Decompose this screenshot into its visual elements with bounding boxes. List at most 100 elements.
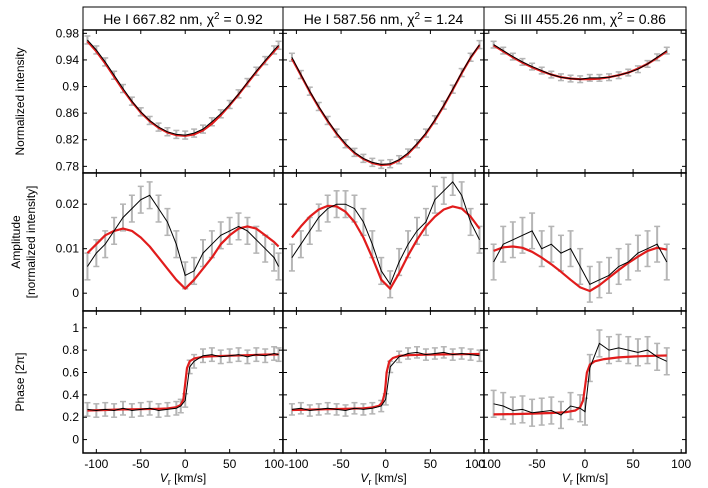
y-tick-label: 1 — [72, 321, 79, 335]
column-title-main: He I 587.56 nm, χ — [304, 11, 416, 27]
panel — [82, 172, 284, 312]
x-axis-labels: -100 -50 0 50 100 -100 -50 0 50 100-100 -50 0 50 100V… — [84, 457, 691, 487]
column-title-superscript: 2 — [617, 11, 623, 22]
panel — [82, 310, 284, 454]
x-axis-label-symbol: V — [562, 471, 571, 485]
observed-series-line — [87, 352, 279, 412]
y-tick-label: 0 — [72, 286, 79, 300]
model-series-line — [86, 225, 280, 290]
x-tick-label: 0 — [182, 457, 189, 471]
column-title: He I 587.56 nm, χ2 = 1.24 — [304, 11, 464, 27]
observed-series-line — [493, 230, 668, 285]
panel — [82, 29, 284, 174]
x-tick-label: 100 — [465, 457, 485, 471]
y-axis-label: Phase [2π] — [13, 353, 27, 412]
x-tick-label: 50 — [424, 457, 438, 471]
y-tick-label: 0.8 — [62, 343, 79, 357]
y-tick-label: 0.02 — [56, 197, 80, 211]
model-series-line — [291, 204, 481, 290]
x-tick-label: -50 — [332, 457, 350, 471]
y-tick-label: 0.98 — [56, 26, 80, 40]
observed-series-line — [291, 181, 480, 286]
panel-background — [283, 30, 484, 173]
y-tick-label: 0.82 — [56, 133, 80, 147]
panel-grid — [82, 29, 687, 454]
x-axis-label: Vr [km/s] — [160, 471, 206, 487]
column-title-value: = 1.24 — [420, 11, 463, 27]
x-tick-label: 0 — [582, 457, 589, 471]
x-axis-label-symbol: V — [360, 471, 369, 485]
y-axis-label: Normalized intensity — [13, 47, 27, 155]
observed-series-line — [493, 44, 668, 80]
x-tick-label: -100 — [284, 457, 308, 471]
y-axis-labels: 0.78 0.82 0.86 0.9 0.94 0.98 0 0.01 0.02 0 0.2 0.4 0… — [9, 26, 79, 446]
y-tick-label: 0.78 — [56, 159, 80, 173]
column-title-superscript: 2 — [214, 11, 220, 22]
plot-area — [288, 173, 483, 299]
plot-area — [490, 212, 670, 303]
y-tick-label: 0.86 — [56, 106, 80, 120]
panel — [282, 310, 485, 454]
x-tick-label: 100 — [671, 457, 691, 471]
plot-area — [84, 346, 282, 418]
panel-background — [83, 30, 283, 173]
y-tick-label: 0.94 — [56, 53, 80, 67]
plot-area — [84, 35, 282, 140]
column-title: Si III 455.26 nm, χ2 = 0.86 — [504, 11, 666, 27]
x-axis-label-symbol: V — [160, 471, 169, 485]
x-tick-label: 50 — [626, 457, 640, 471]
panel-background — [283, 311, 484, 453]
x-tick-label: -100 — [84, 457, 108, 471]
panel-background — [83, 311, 283, 453]
x-tick-label: 0 — [382, 457, 389, 471]
observed-series-line — [291, 351, 480, 412]
y-tick-label: 0.9 — [62, 80, 79, 94]
x-axis-label-subscript: r — [368, 477, 371, 487]
model-series-line — [493, 354, 667, 416]
x-axis-label-subscript: r — [168, 477, 171, 487]
observed-series-line — [493, 342, 668, 416]
panel — [282, 172, 485, 312]
observed-series-line — [291, 44, 480, 165]
plot-area — [490, 329, 670, 430]
x-tick-label: 50 — [223, 457, 237, 471]
column-title: He I 667.82 nm, χ2 = 0.92 — [103, 11, 263, 27]
y-tick-label: 0.4 — [62, 388, 79, 402]
observed-series-line — [86, 194, 280, 277]
x-axis-label: Vr [km/s] — [360, 471, 406, 487]
y-tick-label: 0 — [72, 433, 79, 447]
panel-background — [484, 30, 686, 173]
panel — [483, 310, 687, 454]
column-titles: He I 667.82 nm, χ2 = 0.92 He I 587.56 nm,… — [82, 6, 687, 31]
panel-background — [283, 173, 484, 311]
x-tick-label: -100 — [477, 457, 501, 471]
panel — [282, 29, 485, 174]
x-tick-label: -50 — [132, 457, 150, 471]
panel-frame — [483, 310, 687, 454]
x-axis-label-unit: [km/s] — [573, 471, 608, 485]
panel — [483, 29, 687, 174]
x-axis-label-subscript: r — [570, 477, 573, 487]
x-axis-label: Vr [km/s] — [562, 471, 608, 487]
y-tick-label: 0.2 — [62, 410, 79, 424]
column-title-superscript: 2 — [415, 11, 421, 22]
plot-area — [288, 346, 483, 417]
panel-background — [83, 173, 283, 311]
plot-area — [288, 39, 483, 170]
x-tick-label: 100 — [264, 457, 284, 471]
x-tick-label: -50 — [528, 457, 546, 471]
panel — [483, 172, 687, 312]
column-title-main: Si III 455.26 nm, χ — [504, 11, 618, 27]
x-axis-label-unit: [km/s] — [371, 471, 406, 485]
x-axis-label-unit: [km/s] — [171, 471, 206, 485]
y-axis-label: Amplitude — [9, 215, 23, 269]
y-tick-label: 0.01 — [56, 242, 80, 256]
panel-background — [484, 173, 686, 311]
plot-area — [84, 181, 282, 290]
column-title-value: = 0.86 — [623, 11, 666, 27]
column-title-value: = 0.92 — [220, 11, 263, 27]
y-tick-label: 0.6 — [62, 365, 79, 379]
observed-series-line — [87, 39, 279, 136]
model-series-line — [493, 245, 668, 293]
